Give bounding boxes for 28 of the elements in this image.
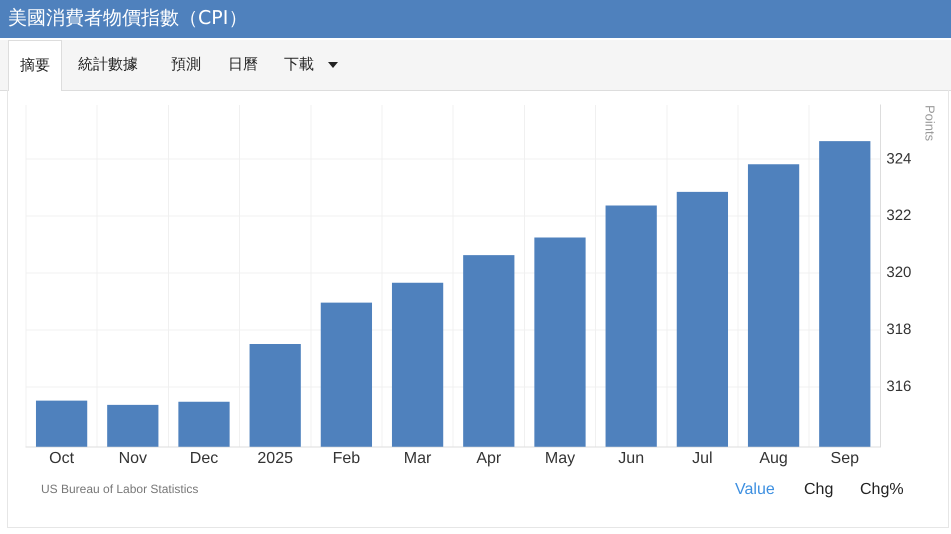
text: Chg [804,481,834,499]
text: 日曆 [228,54,258,75]
text: Chg% [860,481,904,499]
y-tick-label: 322 [886,207,912,224]
text: 摘要 [8,40,62,91]
text: Value [735,481,775,499]
x-tick-label: Feb [332,450,360,467]
x-tick-label: Aug [759,450,788,467]
x-tick-label: Jul [692,450,713,467]
x-tick-label: Apr [476,450,502,467]
x-tick-label: Nov [118,450,148,467]
x-tick-label: Jun [618,450,644,467]
y-tick-label: 324 [886,150,912,168]
x-tick-label: Sep [830,450,860,467]
y-tick-label: 316 [886,378,912,396]
x-tick-label: Oct [49,450,75,467]
y-axis-title: Points [922,105,938,142]
text: US Bureau of Labor Statistics [41,482,198,496]
x-tick-label: 2025 [257,450,294,467]
x-tick-label: Dec [190,450,218,467]
text: 統計數據 [78,54,138,75]
text: 下載 [284,54,314,75]
chart-title: 美國消費者物價指數（CPI） [0,0,951,38]
y-tick-label: 318 [886,321,912,338]
x-tick-label: May [544,450,576,467]
text: 預測 [171,54,201,75]
y-tick-label: 320 [886,264,912,282]
x-tick-label: Mar [404,450,432,467]
